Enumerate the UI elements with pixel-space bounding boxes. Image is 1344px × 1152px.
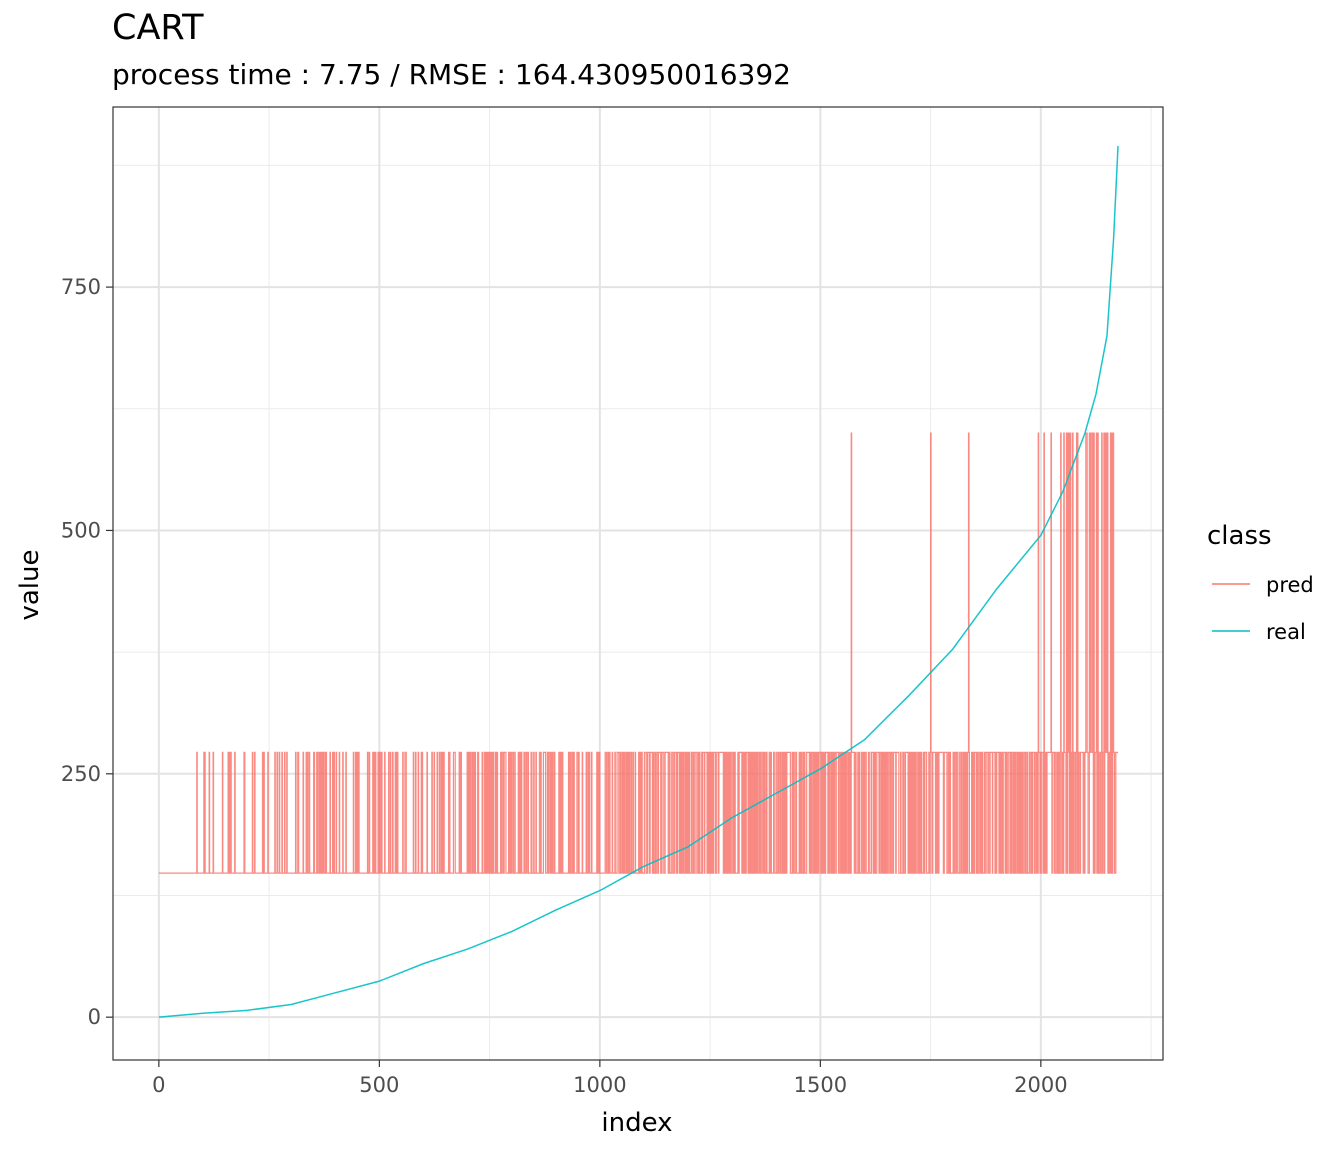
- x-tick-label: 1500: [794, 1073, 847, 1097]
- y-tick-label: 750: [61, 275, 101, 299]
- x-tick-label: 2000: [1014, 1073, 1067, 1097]
- legend-label-real: real: [1266, 620, 1306, 644]
- chart-subtitle: process time : 7.75 / RMSE : 164.4309500…: [112, 58, 791, 91]
- chart-title: CART: [112, 8, 204, 48]
- panel-border: [112, 106, 1164, 1061]
- panel-background: [113, 107, 1163, 1060]
- series-line-pred: [158, 432, 1119, 874]
- x-tick-label: 1000: [573, 1073, 626, 1097]
- x-axis-title: index: [601, 1108, 672, 1138]
- series-line-real: [158, 145, 1119, 1018]
- grid-minor: [113, 107, 1163, 1060]
- x-tick-label: 500: [359, 1073, 399, 1097]
- legend-title: class: [1207, 521, 1272, 551]
- axis-ticks: [106, 286, 1042, 1067]
- y-tick-label: 0: [88, 1005, 101, 1029]
- x-tick-label: 0: [152, 1073, 165, 1097]
- axis-labels: 0 500 1000 1500 2000 0 250 500 750: [61, 275, 1068, 1097]
- y-axis-title: value: [15, 549, 45, 620]
- series-layer: [158, 145, 1119, 1018]
- legend: class pred real: [1207, 521, 1314, 644]
- y-tick-label: 500: [61, 518, 101, 542]
- legend-label-pred: pred: [1266, 573, 1314, 597]
- y-tick-label: 250: [61, 762, 101, 786]
